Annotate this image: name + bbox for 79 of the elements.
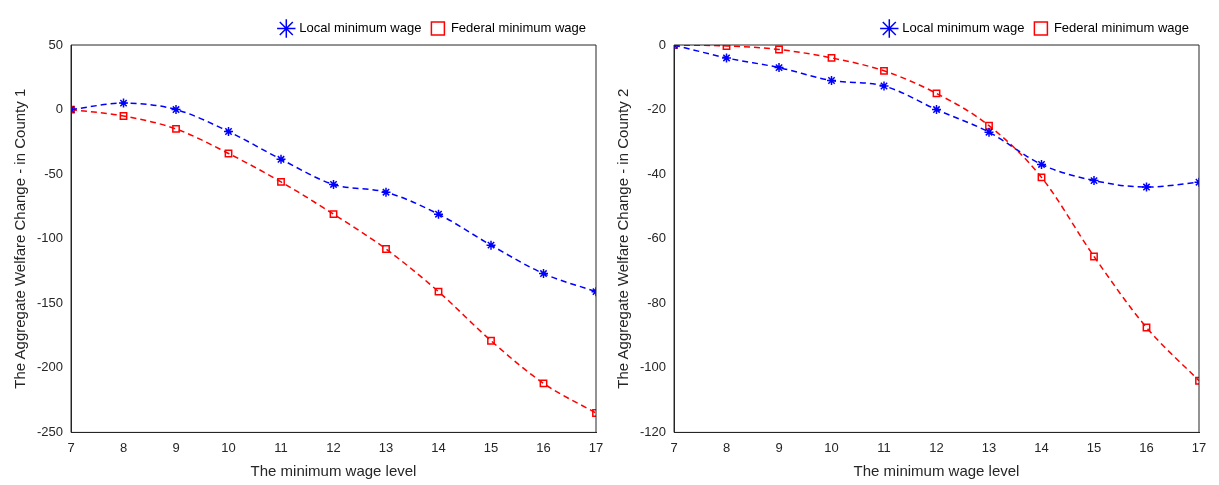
y-tick-label: 0 — [658, 36, 667, 52]
legend-label: Local minimum wage — [902, 20, 1025, 36]
point — [826, 75, 837, 86]
x-tick-label: 15 — [1086, 439, 1102, 455]
point — [932, 89, 941, 98]
x-tick-label: 11 — [877, 439, 891, 455]
point — [880, 66, 888, 75]
point — [277, 177, 285, 186]
y-tick-label: 0 — [55, 101, 64, 117]
point — [275, 154, 287, 165]
y-tick-label: -100 — [36, 230, 64, 246]
x-tick-label: 13 — [981, 439, 997, 455]
x-tick-label: 13 — [378, 439, 394, 455]
x-tick-label: 11 — [274, 439, 288, 455]
x-tick-label: 14 — [431, 439, 446, 455]
point — [538, 268, 549, 279]
y-tick-label: -50 — [44, 165, 64, 181]
point — [539, 379, 548, 388]
y-tick-label: -120 — [639, 423, 667, 439]
point — [773, 62, 785, 73]
x-axis-title: The minimum wage level — [853, 462, 1020, 480]
y-axis-title: The Aggregate Welfare Change - in County 2 — [614, 88, 632, 389]
x-tick-label: 15 — [483, 439, 499, 455]
point — [118, 97, 129, 109]
x-tick-label: 8 — [722, 439, 731, 455]
y-tick-label: -200 — [36, 359, 64, 375]
x-tick-label: 7 — [67, 439, 75, 455]
x-tick-label: 9 — [775, 439, 783, 455]
point — [878, 80, 890, 92]
y-tick-label: -40 — [647, 165, 667, 181]
x-tick-label: 16 — [536, 439, 551, 455]
x-axis-title: The minimum wage level — [250, 462, 417, 480]
point — [328, 179, 339, 190]
x-tick-label: 9 — [172, 439, 180, 455]
point — [434, 287, 443, 296]
x-tick-label: 8 — [119, 439, 128, 455]
point — [721, 52, 732, 64]
legend-label: Federal minimum wage — [1053, 20, 1190, 36]
legend-label: Local minimum wage — [299, 20, 422, 36]
point — [1088, 175, 1100, 186]
point — [329, 210, 338, 219]
x-tick-label: 14 — [1034, 439, 1049, 455]
x-tick-label: 10 — [824, 439, 839, 455]
point — [172, 125, 180, 133]
point — [931, 104, 942, 115]
x-tick-label: 17 — [1191, 439, 1207, 455]
legend-label: Federal minimum wage — [450, 20, 587, 36]
point — [485, 239, 497, 251]
y-tick-label: -150 — [36, 294, 64, 310]
x-tick-label: 16 — [1139, 439, 1154, 455]
point — [224, 149, 233, 158]
x-tick-label: 12 — [326, 439, 341, 455]
x-tick-label: 7 — [670, 439, 678, 455]
x-tick-label: 10 — [221, 439, 236, 455]
y-axis-title: The Aggregate Welfare Change - in County 1 — [11, 88, 29, 389]
point — [487, 336, 495, 345]
point — [170, 104, 182, 115]
point — [119, 112, 128, 120]
point — [983, 126, 995, 138]
point — [1142, 323, 1151, 332]
y-tick-label: -100 — [639, 359, 667, 375]
point — [1141, 181, 1152, 193]
y-tick-label: -20 — [647, 101, 667, 117]
point — [827, 53, 836, 62]
point — [775, 45, 783, 54]
point — [1090, 252, 1098, 261]
point — [1037, 173, 1046, 182]
point — [382, 245, 390, 253]
point — [433, 208, 444, 220]
y-tick-label: -60 — [647, 230, 667, 246]
x-tick-label: 17 — [588, 439, 604, 455]
y-tick-label: -80 — [647, 294, 667, 310]
point — [985, 121, 993, 130]
point — [380, 186, 392, 198]
y-tick-label: 50 — [48, 36, 64, 52]
y-tick-label: -250 — [36, 423, 64, 439]
point — [1036, 159, 1047, 170]
point — [223, 126, 234, 137]
x-tick-label: 12 — [929, 439, 944, 455]
